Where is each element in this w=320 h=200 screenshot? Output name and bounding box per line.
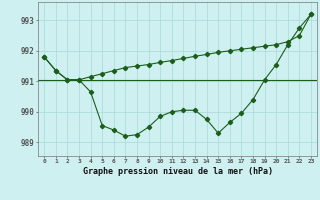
X-axis label: Graphe pression niveau de la mer (hPa): Graphe pression niveau de la mer (hPa) — [83, 167, 273, 176]
